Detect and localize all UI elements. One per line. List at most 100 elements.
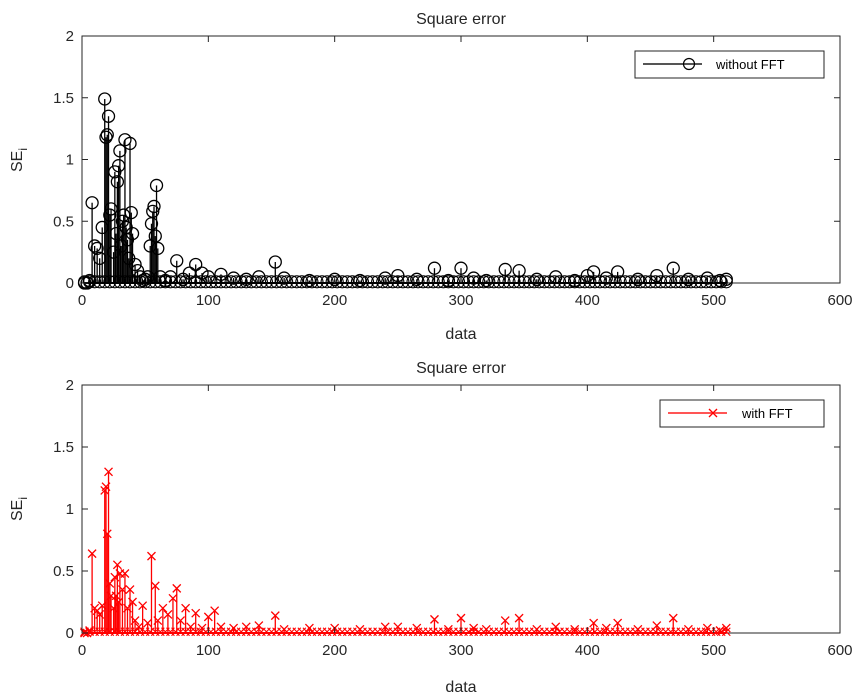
top-baseline-marker xyxy=(199,275,213,289)
top-baseline-marker xyxy=(502,275,516,289)
top-stem-marker xyxy=(328,272,342,286)
top-stem-marker xyxy=(151,241,165,256)
top-baseline-marker xyxy=(300,275,314,289)
top-baseline-marker xyxy=(350,275,364,289)
top-baseline-marker xyxy=(98,275,112,289)
axes-bottom-plot xyxy=(80,467,731,638)
top-baseline-marker xyxy=(204,275,218,289)
bottom-ytick-label: 0.5 xyxy=(53,563,74,580)
axes-top-title: Square error xyxy=(416,11,506,28)
bottom-stem-marker xyxy=(191,608,201,618)
top-baseline-marker xyxy=(113,275,127,289)
axes-top-ticks: 0 100 200 300 400 500 600 0 0.5 1 1.5 2 xyxy=(53,28,852,309)
top-baseline-marker xyxy=(608,275,622,289)
top-stem-marker xyxy=(189,257,203,272)
top-baseline-marker xyxy=(234,275,248,289)
top-baseline-marker xyxy=(401,275,415,289)
bottom-stem-marker xyxy=(114,597,124,607)
top-ytick-label: 1.5 xyxy=(53,90,74,107)
top-baseline-marker xyxy=(345,275,359,289)
bottom-stem-marker xyxy=(469,623,479,633)
top-baseline-marker xyxy=(335,275,349,289)
top-baseline-marker xyxy=(280,275,294,289)
top-baseline-marker xyxy=(522,275,536,289)
top-baseline-marker xyxy=(391,275,405,289)
top-baseline-marker xyxy=(714,275,728,289)
top-baseline-marker xyxy=(669,275,683,289)
top-baseline-marker xyxy=(290,275,304,289)
axes-top-ylabel: SEi xyxy=(9,148,30,172)
top-baseline-marker xyxy=(214,275,228,289)
top-baseline-marker xyxy=(679,275,693,289)
top-baseline-marker xyxy=(173,275,188,289)
top-baseline-marker xyxy=(128,275,142,289)
top-baseline-marker xyxy=(310,275,324,289)
bottom-stem-marker xyxy=(130,616,140,626)
top-baseline-marker xyxy=(411,275,425,289)
top-stem-marker xyxy=(128,257,142,272)
bottom-stem-marker xyxy=(168,593,178,603)
top-stem-marker xyxy=(149,178,164,193)
top-xtick-label: 600 xyxy=(827,292,852,309)
top-baseline-marker xyxy=(118,275,132,289)
top-baseline-marker xyxy=(462,275,476,289)
top-stem-marker xyxy=(631,272,645,286)
bottom-stem-marker xyxy=(380,622,390,632)
top-baseline-marker xyxy=(168,275,183,289)
top-baseline-marker xyxy=(623,275,637,289)
top-baseline-marker xyxy=(603,275,617,289)
top-baseline-marker xyxy=(194,275,208,289)
bottom-stem-marker xyxy=(163,609,173,619)
axes-bottom: Square error 0 100 200 300 400 500 600 0 0.5 1 1.5… xyxy=(9,360,853,696)
top-stem-marker xyxy=(666,261,680,275)
top-ytick-label: 2 xyxy=(66,28,74,45)
top-baseline-marker xyxy=(148,275,162,289)
top-stem-marker xyxy=(80,276,94,290)
top-baseline-marker xyxy=(285,275,299,289)
top-baseline-marker xyxy=(654,275,668,289)
bottom-xtick-label: 600 xyxy=(827,642,852,659)
top-stem-marker xyxy=(530,272,544,286)
top-baseline-marker xyxy=(77,275,92,289)
bottom-ytick-label: 1.5 xyxy=(53,439,74,456)
top-stem-marker xyxy=(427,261,442,275)
top-baseline-marker xyxy=(88,275,102,289)
bottom-stem-marker xyxy=(229,623,239,633)
top-stem-marker xyxy=(512,263,526,278)
axes-bottom-title: Square error xyxy=(416,360,506,377)
bottom-xtick-label: 400 xyxy=(575,642,600,659)
bottom-stem-marker xyxy=(172,583,182,593)
bottom-stem-marker xyxy=(721,623,731,633)
top-stem-marker xyxy=(123,136,137,151)
bottom-stem-marker xyxy=(147,551,156,561)
top-stem-marker xyxy=(378,271,392,285)
top-baseline-marker xyxy=(573,275,587,289)
axes-top-ylabel-main: SE xyxy=(9,151,26,172)
bottom-stem-marker xyxy=(87,549,97,559)
top-baseline-marker xyxy=(153,275,167,289)
top-baseline-marker xyxy=(552,275,567,289)
top-baseline-marker xyxy=(456,275,471,289)
top-baseline-marker xyxy=(446,275,460,289)
top-stem-marker xyxy=(277,271,291,285)
top-baseline-marker xyxy=(664,275,678,289)
top-baseline-marker xyxy=(563,275,577,289)
top-baseline-marker xyxy=(93,275,107,289)
top-xtick-label: 300 xyxy=(448,292,473,309)
top-baseline-marker xyxy=(578,275,592,289)
axes-top-ylabel-sub: i xyxy=(16,148,30,151)
top-stem-marker xyxy=(146,204,160,219)
bottom-xtick-label: 100 xyxy=(196,642,221,659)
top-stem-marker xyxy=(103,208,117,222)
bottom-xtick-label: 200 xyxy=(322,642,347,659)
legend-bottom: with FFT xyxy=(659,399,825,428)
bottom-stem-marker xyxy=(514,613,524,623)
top-baseline-marker xyxy=(709,275,723,289)
bottom-stem-marker xyxy=(102,529,112,539)
top-baseline-marker xyxy=(305,275,319,289)
top-baseline-marker xyxy=(396,275,410,289)
top-stem-marker xyxy=(195,266,209,280)
bottom-stem-marker xyxy=(104,467,113,477)
legend-bottom-marker-swatch xyxy=(708,408,718,418)
bottom-stem-marker xyxy=(500,616,510,626)
